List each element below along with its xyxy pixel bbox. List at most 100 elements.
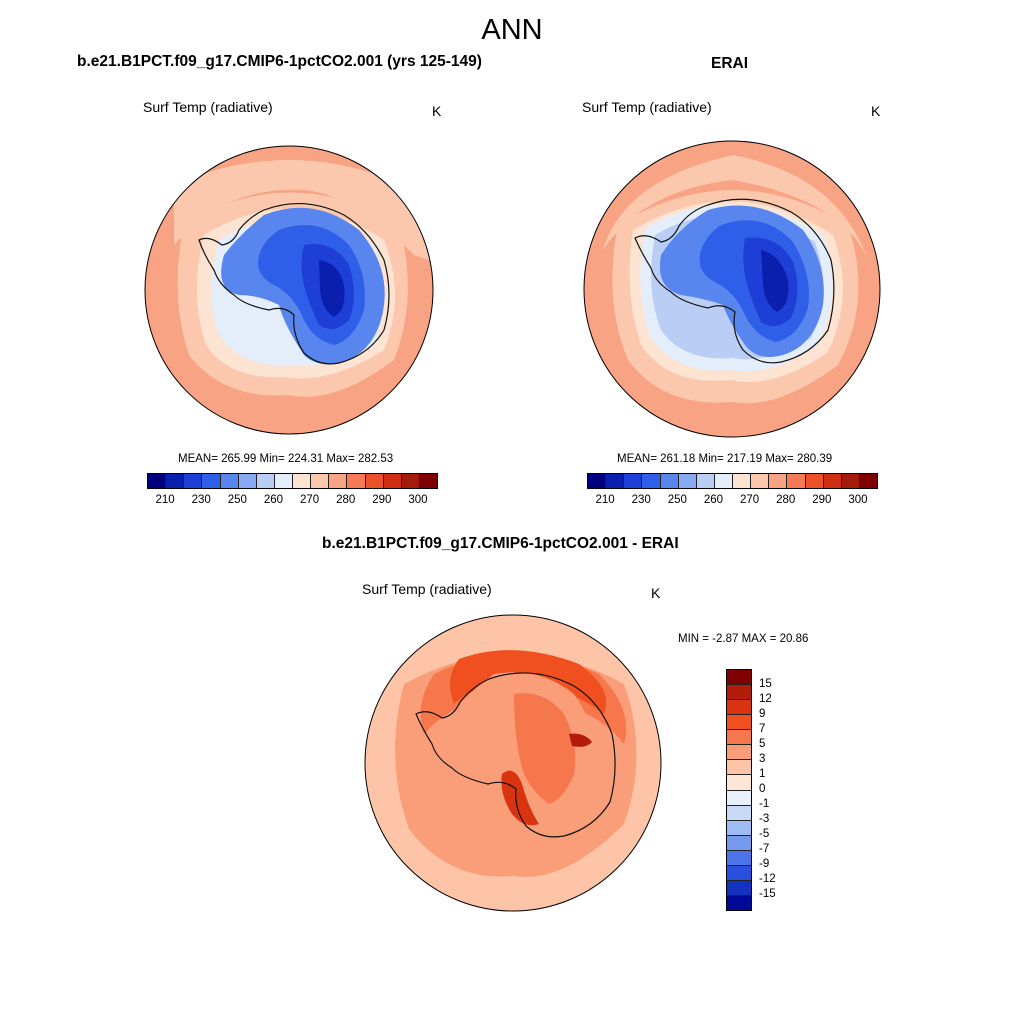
left-colorbar-tick-label: 250 — [227, 494, 247, 506]
diff-colorbar-tick-label: 12 — [759, 693, 772, 705]
right-colorbar-swatch — [606, 474, 625, 488]
diff-colorbar-tick-label: -9 — [759, 858, 770, 870]
left-colorbar — [147, 473, 438, 489]
right-colorbar-swatch — [642, 474, 661, 488]
diff-colorbar-swatch — [727, 685, 751, 701]
left-colorbar-swatch — [202, 474, 221, 488]
left-colorbar-swatch — [401, 474, 420, 488]
right-colorbar-tick-label: 260 — [703, 494, 724, 506]
right-colorbar-swatch — [660, 474, 679, 488]
diff-colorbar-swatch — [727, 790, 751, 806]
right-colorbar-swatch — [588, 474, 607, 488]
diff-panel-title: b.e21.B1PCT.f09_g17.CMIP6-1pctCO2.001 - … — [322, 535, 679, 552]
diff-colorbar-swatch — [727, 880, 751, 896]
diff-map-border — [364, 614, 662, 912]
diff-coastline — [415, 672, 616, 838]
right-stats: MEAN= 261.18 Min= 217.19 Max= 280.39 — [617, 453, 833, 465]
diff-colorbar-swatch — [727, 730, 751, 746]
diff-colorbar-tick-label: 7 — [759, 723, 766, 735]
left-ice-sheet-core — [319, 260, 345, 317]
diff-hotspot-1 — [501, 770, 539, 826]
left-colorbar-swatch — [220, 474, 239, 488]
left-colorbar-swatch — [347, 474, 366, 488]
left-map-border — [144, 145, 434, 435]
right-units-label: K — [871, 103, 881, 119]
diff-colorbar-tick-label: 3 — [759, 753, 766, 765]
right-colorbar-swatch — [624, 474, 643, 488]
diff-colorbar-tick-label: 15 — [759, 678, 772, 690]
left-upper-band — [174, 160, 433, 265]
diff-colorbar-tick-label: 9 — [759, 708, 766, 720]
right-colorbar-swatch — [769, 474, 788, 488]
diff-colorbar-swatch — [727, 715, 751, 731]
diff-hotspot-2 — [569, 733, 592, 747]
right-colorbar-tick-label: 250 — [667, 494, 687, 506]
diff-colorbar-swatch — [727, 700, 751, 716]
diff-polar-map — [364, 614, 662, 912]
left-colorbar-tick-label: 300 — [408, 494, 428, 506]
diff-colorbar-swatch — [727, 805, 751, 821]
diff-colorbar-tick-label: 5 — [759, 738, 766, 750]
diff-colorbar-swatch — [727, 745, 751, 761]
right-colorbar-swatch — [696, 474, 715, 488]
diff-colorbar-swatch — [727, 775, 751, 791]
right-colorbar-swatch — [714, 474, 733, 488]
left-panel-title: b.e21.B1PCT.f09_g17.CMIP6-1pctCO2.001 (y… — [77, 53, 482, 70]
left-colorbar-tick-label: 280 — [336, 494, 356, 506]
right-colorbar-tick-label: 280 — [776, 494, 796, 506]
left-colorbar-tick-label: 270 — [299, 494, 320, 506]
left-colorbar-tick-label: 290 — [372, 494, 392, 506]
diff-colorbar-swatch — [727, 895, 751, 910]
right-colorbar-tick-label: 230 — [631, 494, 651, 506]
left-colorbar-swatch — [383, 474, 402, 488]
right-colorbar-swatch — [859, 474, 877, 488]
diff-colorbar-swatch — [727, 820, 751, 836]
right-coastline — [634, 198, 835, 364]
right-colorbar-tick-label: 290 — [812, 494, 832, 506]
right-colorbar-tick-label: 210 — [595, 494, 615, 506]
right-upper-band — [603, 155, 868, 260]
diff-colorbar-tick-label: -1 — [759, 798, 770, 810]
diff-colorbar-swatch — [727, 865, 751, 881]
diff-colorbar-tick-label: -3 — [759, 813, 770, 825]
right-variable-label: Surf Temp (radiative) — [582, 99, 712, 115]
right-colorbar-tick-label: 300 — [848, 494, 868, 506]
diff-colorbar-tick-label: -15 — [759, 888, 776, 900]
left-colorbar-swatch — [184, 474, 203, 488]
diff-colorbar-tick-label: -5 — [759, 828, 770, 840]
right-colorbar-swatch — [751, 474, 770, 488]
diff-colorbar-tick-label: 0 — [759, 783, 766, 795]
diff-colorbar — [726, 669, 752, 911]
diff-colorbar-swatch — [727, 835, 751, 851]
left-colorbar-swatch — [419, 474, 437, 488]
right-colorbar-swatch — [787, 474, 806, 488]
right-colorbar-swatch — [841, 474, 860, 488]
diff-stats: MIN = -2.87 MAX = 20.86 — [678, 633, 809, 645]
diff-continent-warm — [514, 693, 576, 804]
diff-variable-label: Surf Temp (radiative) — [362, 581, 492, 597]
diff-colorbar-tick-label: 1 — [759, 768, 766, 780]
left-colorbar-swatch — [166, 474, 185, 488]
right-panel-title: ERAI — [711, 55, 749, 72]
left-colorbar-swatch — [311, 474, 330, 488]
right-polar-map — [583, 140, 881, 438]
left-stats: MEAN= 265.99 Min= 224.31 Max= 282.53 — [178, 453, 394, 465]
left-colorbar-swatch — [274, 474, 293, 488]
left-colorbar-swatch — [238, 474, 257, 488]
left-variable-label: Surf Temp (radiative) — [143, 99, 273, 115]
main-title: ANN — [481, 14, 543, 46]
diff-colorbar-swatch — [727, 670, 751, 686]
right-colorbar-swatch — [678, 474, 697, 488]
left-colorbar-tick-label: 230 — [191, 494, 211, 506]
left-colorbar-tick-label: 260 — [263, 494, 284, 506]
diff-units-label: K — [651, 585, 661, 601]
diff-colorbar-tick-label: -12 — [759, 873, 776, 885]
right-colorbar-swatch — [733, 474, 752, 488]
left-coastline — [198, 203, 390, 365]
diff-colorbar-swatch — [727, 760, 751, 776]
left-polar-map — [144, 145, 434, 435]
right-colorbar-swatch — [805, 474, 824, 488]
left-units-label: K — [432, 103, 442, 119]
right-colorbar-swatch — [823, 474, 842, 488]
left-colorbar-swatch — [365, 474, 384, 488]
